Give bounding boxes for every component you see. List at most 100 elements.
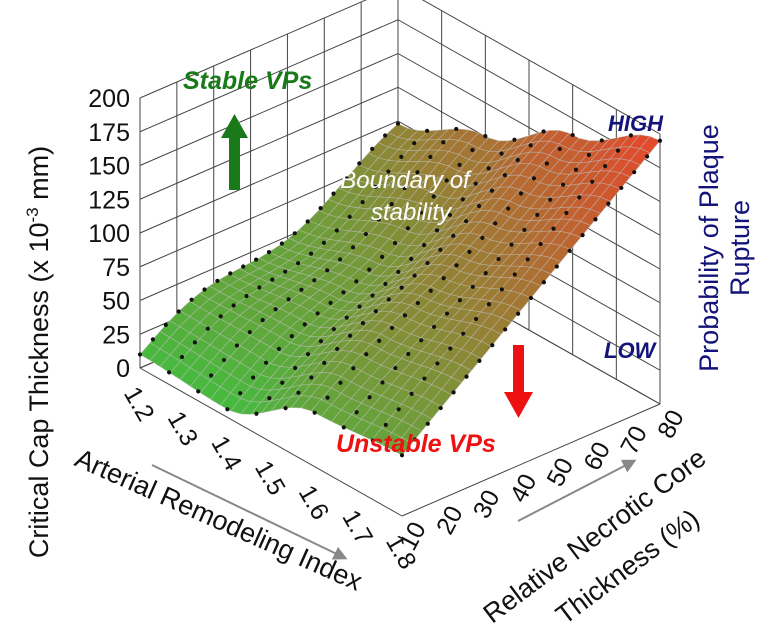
x-tick-label: 1.3 xyxy=(162,407,204,451)
stability-dot xyxy=(619,185,624,191)
stability-dot xyxy=(321,240,327,245)
stability-dot xyxy=(351,366,356,371)
stability-dot xyxy=(315,311,320,316)
stability-dot xyxy=(241,264,246,269)
stability-dot xyxy=(593,217,598,222)
stability-dot xyxy=(560,182,566,187)
stability-dot xyxy=(551,226,556,231)
y-axis-arrow xyxy=(517,459,637,522)
stability-dot xyxy=(399,453,405,458)
floor-edge xyxy=(401,403,661,517)
stability-dot xyxy=(528,143,533,148)
stability-dot xyxy=(286,297,291,302)
stability-dot xyxy=(506,206,511,211)
stability-dot xyxy=(457,298,462,303)
stability-dot xyxy=(428,288,433,293)
stability-dot xyxy=(334,228,339,233)
stability-dot xyxy=(415,170,420,175)
probability-label-line1: Probability of Plaque xyxy=(694,124,724,372)
stability-dot xyxy=(196,389,201,394)
stability-dot xyxy=(422,243,427,248)
stability-dot xyxy=(438,405,443,411)
stability-dot xyxy=(457,162,462,167)
stability-dot xyxy=(150,337,155,342)
stability-dot xyxy=(396,269,401,275)
stability-dot xyxy=(512,137,517,142)
stability-dot xyxy=(415,300,420,306)
stability-dot xyxy=(299,287,304,292)
stability-dot xyxy=(357,161,362,166)
stability-dot xyxy=(373,309,378,314)
stability-dot xyxy=(470,147,475,153)
stability-dot xyxy=(428,154,433,159)
stable-arrow xyxy=(221,114,248,190)
stability-dot xyxy=(473,181,478,186)
stability-dot xyxy=(373,184,378,189)
unstable-arrow xyxy=(504,345,533,418)
stability-dot xyxy=(434,228,440,233)
z-ticks: 0 25 50 75 100 125 150 175 200 xyxy=(88,85,130,383)
stability-dot xyxy=(470,284,475,289)
stability-dot xyxy=(548,197,553,202)
stability-dot xyxy=(357,304,362,309)
z-tick-label: 175 xyxy=(88,119,130,147)
stability-dot xyxy=(645,154,650,159)
stability-dot xyxy=(260,318,265,323)
stability-dot xyxy=(557,146,562,152)
stability-dot xyxy=(338,380,343,385)
stability-dot xyxy=(425,128,430,133)
stability-dot xyxy=(602,164,608,169)
stability-dot xyxy=(318,339,324,344)
stability-dot xyxy=(341,290,346,295)
stability-dot xyxy=(454,263,459,268)
y-tick-label: 70 xyxy=(615,421,653,459)
stability-dot xyxy=(386,297,391,302)
stability-dot xyxy=(396,407,401,412)
stability-dot xyxy=(451,390,456,395)
stability-dot xyxy=(464,219,469,224)
unstable-vps-label: Unstable VPs xyxy=(336,430,496,458)
stability-dot xyxy=(402,313,408,318)
stability-dot xyxy=(599,138,604,143)
stability-dot xyxy=(464,374,469,379)
stability-dot xyxy=(412,141,417,146)
stability-dot xyxy=(628,133,633,138)
stability-dot xyxy=(267,395,272,401)
stability-dot xyxy=(425,260,430,266)
stability-dot xyxy=(360,199,365,205)
stability-dot xyxy=(399,285,404,290)
stability-dot xyxy=(312,278,317,283)
stability-dot xyxy=(564,210,569,216)
stability-dot xyxy=(283,269,288,274)
stability-dot xyxy=(389,202,394,207)
stability-dot xyxy=(283,406,288,411)
stability-dot xyxy=(266,250,272,255)
stability-dot xyxy=(367,267,372,272)
stability-dot xyxy=(289,334,294,339)
stability-dot xyxy=(347,333,353,338)
stability-dot xyxy=(441,276,446,281)
stability-dot xyxy=(483,134,488,139)
stability-dot xyxy=(467,249,472,254)
stability-dot xyxy=(341,425,346,430)
stability-dot xyxy=(370,293,375,298)
stability-dot xyxy=(163,322,168,327)
floor-edge xyxy=(139,367,403,517)
stability-dot xyxy=(276,346,282,351)
stability-dot xyxy=(454,126,459,132)
stability-dot xyxy=(422,376,427,381)
stability-dot xyxy=(448,346,453,351)
x-tick-label: 1.5 xyxy=(249,456,291,500)
stability-dot xyxy=(386,169,391,174)
stability-dot xyxy=(247,330,252,335)
stability-dot xyxy=(409,256,414,262)
stability-dot xyxy=(460,197,465,202)
stability-dot xyxy=(296,390,301,395)
x-axis-arrow xyxy=(151,464,348,560)
z-tick-label: 125 xyxy=(88,186,130,214)
stability-dot xyxy=(412,437,417,442)
stability-dot xyxy=(302,322,307,327)
z-tick-label: 25 xyxy=(102,321,130,349)
x-tick-label: 1.7 xyxy=(336,505,378,549)
x-tick-label: 1.2 xyxy=(118,382,160,426)
